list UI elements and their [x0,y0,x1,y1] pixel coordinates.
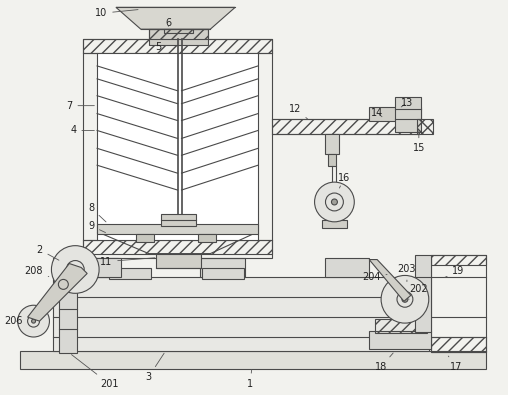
Circle shape [331,199,337,205]
Bar [164,19,194,33]
Bar [417,118,433,134]
Bar [136,234,154,242]
Bar [322,220,347,228]
Text: 18: 18 [375,353,393,372]
Bar [97,53,258,240]
Text: 202: 202 [409,284,428,299]
Bar [149,29,208,45]
Text: 204: 204 [362,273,387,282]
Text: 7: 7 [66,101,94,111]
Bar [431,255,486,265]
Circle shape [72,267,78,273]
Polygon shape [27,263,87,321]
Circle shape [381,275,429,323]
Bar [202,267,244,279]
Bar [199,234,216,242]
Text: 15: 15 [412,131,425,153]
Circle shape [402,296,408,302]
Text: 8: 8 [88,203,106,222]
Bar [369,331,431,349]
Text: 12: 12 [289,103,307,119]
Bar [149,29,208,39]
Text: 19: 19 [444,267,465,277]
Text: 206: 206 [5,316,23,326]
Bar [161,214,197,226]
Bar [53,277,429,351]
Text: 203: 203 [398,265,416,282]
Circle shape [51,246,99,293]
Text: 6: 6 [166,18,172,28]
Bar [83,39,272,53]
Bar [431,255,486,352]
Text: 10: 10 [95,8,138,18]
Text: 11: 11 [100,256,155,267]
Bar [97,224,258,234]
Bar [375,319,427,333]
Bar [200,258,245,277]
Polygon shape [116,8,235,29]
Bar [415,255,431,332]
Bar [109,267,151,279]
Bar [20,351,486,369]
Bar [395,97,421,132]
Text: 9: 9 [88,221,106,233]
Bar [73,258,118,277]
Bar [59,292,77,353]
Text: 5: 5 [155,39,164,52]
Bar [83,39,272,258]
Text: 14: 14 [371,107,383,118]
Text: 201: 201 [72,355,118,389]
Text: 4: 4 [70,126,94,135]
Text: 2: 2 [37,245,59,260]
Circle shape [18,305,49,337]
Bar [325,258,369,277]
Text: 13: 13 [401,98,413,108]
Bar [369,107,421,120]
Text: 3: 3 [146,353,164,382]
Circle shape [58,279,68,290]
Text: 1: 1 [247,370,253,389]
Bar [397,290,413,297]
Text: 208: 208 [24,267,49,276]
Text: 17: 17 [449,356,463,372]
Text: 16: 16 [338,173,351,188]
Bar [53,258,121,277]
Bar [431,337,486,352]
Polygon shape [369,260,411,301]
Bar [326,134,339,154]
Bar [155,254,201,267]
Bar [83,240,272,254]
Bar [329,154,336,166]
Circle shape [314,182,354,222]
Bar [272,118,419,134]
Circle shape [31,319,36,323]
